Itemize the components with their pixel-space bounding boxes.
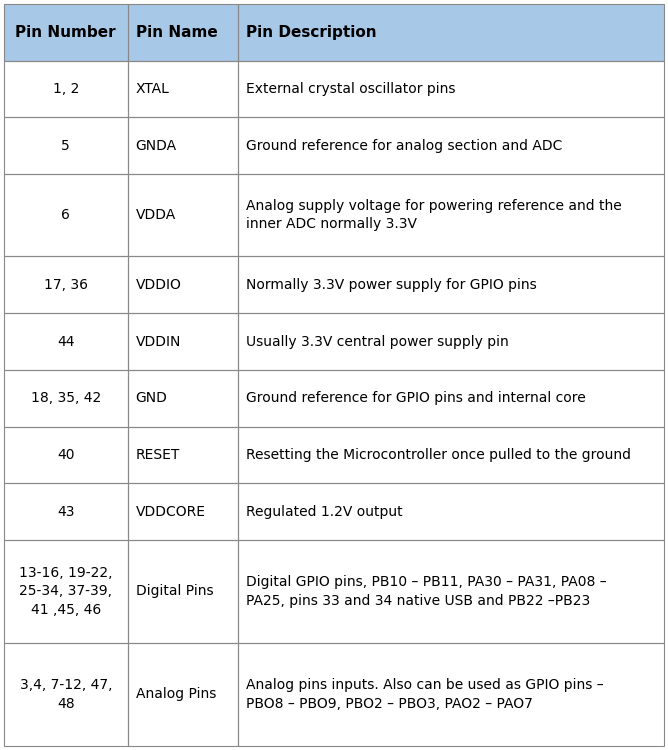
Bar xyxy=(238,370,664,427)
Bar xyxy=(128,256,238,313)
Bar xyxy=(238,174,664,256)
Bar xyxy=(238,427,664,483)
Bar xyxy=(128,61,238,117)
Bar xyxy=(4,540,128,643)
Bar xyxy=(4,4,128,61)
Bar xyxy=(238,256,664,313)
Bar xyxy=(128,174,238,256)
Bar xyxy=(238,643,664,746)
Text: XTAL: XTAL xyxy=(136,82,170,96)
Bar xyxy=(4,483,128,540)
Bar xyxy=(4,643,128,746)
Text: VDDA: VDDA xyxy=(136,209,176,222)
Text: Digital GPIO pins, PB10 – PB11, PA30 – PA31, PA08 –
PA25, pins 33 and 34 native : Digital GPIO pins, PB10 – PB11, PA30 – P… xyxy=(246,575,607,608)
Text: 18, 35, 42: 18, 35, 42 xyxy=(31,392,101,405)
Bar xyxy=(238,540,664,643)
Text: RESET: RESET xyxy=(136,448,180,462)
Bar xyxy=(128,117,238,174)
Bar xyxy=(4,370,128,427)
Text: 3,4, 7-12, 47,
48: 3,4, 7-12, 47, 48 xyxy=(19,678,112,711)
Bar xyxy=(238,61,664,117)
Bar xyxy=(4,370,128,427)
Text: GND: GND xyxy=(136,392,168,405)
Text: Usually 3.3V central power supply pin: Usually 3.3V central power supply pin xyxy=(246,334,509,349)
Bar xyxy=(238,427,664,483)
Bar xyxy=(238,256,664,313)
Bar xyxy=(4,117,128,174)
Text: 44: 44 xyxy=(57,334,75,349)
Text: Pin Name: Pin Name xyxy=(136,25,217,40)
Bar xyxy=(128,540,238,643)
Bar xyxy=(128,540,238,643)
Text: Digital Pins: Digital Pins xyxy=(136,584,213,598)
Bar xyxy=(4,643,128,746)
Text: Resetting the Microcontroller once pulled to the ground: Resetting the Microcontroller once pulle… xyxy=(246,448,631,462)
Text: Pin Number: Pin Number xyxy=(15,25,116,40)
Bar xyxy=(128,370,238,427)
Bar xyxy=(128,256,238,313)
Bar xyxy=(128,427,238,483)
Text: GNDA: GNDA xyxy=(136,139,176,153)
Bar xyxy=(238,370,664,427)
Bar xyxy=(128,643,238,746)
Bar xyxy=(4,174,128,256)
Text: Analog pins inputs. Also can be used as GPIO pins –
PBO8 – PBO9, PBO2 – PBO3, PA: Analog pins inputs. Also can be used as … xyxy=(246,678,604,711)
Bar xyxy=(128,314,238,370)
Bar xyxy=(128,4,238,61)
Bar xyxy=(4,483,128,540)
Bar xyxy=(238,314,664,370)
Bar xyxy=(128,643,238,746)
Bar xyxy=(128,427,238,483)
Bar xyxy=(238,174,664,256)
Bar xyxy=(128,483,238,540)
Text: External crystal oscillator pins: External crystal oscillator pins xyxy=(246,82,456,96)
Bar xyxy=(238,61,664,117)
Bar xyxy=(4,427,128,483)
Text: Regulated 1.2V output: Regulated 1.2V output xyxy=(246,505,403,518)
Text: Pin Description: Pin Description xyxy=(246,25,377,40)
Text: 5: 5 xyxy=(61,139,70,153)
Bar xyxy=(4,117,128,174)
Bar xyxy=(128,483,238,540)
Text: Ground reference for analog section and ADC: Ground reference for analog section and … xyxy=(246,139,562,153)
Bar xyxy=(4,314,128,370)
Bar xyxy=(128,117,238,174)
Text: 17, 36: 17, 36 xyxy=(43,278,88,292)
Text: Ground reference for GPIO pins and internal core: Ground reference for GPIO pins and inter… xyxy=(246,392,586,405)
Bar xyxy=(4,540,128,643)
Text: Normally 3.3V power supply for GPIO pins: Normally 3.3V power supply for GPIO pins xyxy=(246,278,537,292)
Bar xyxy=(4,427,128,483)
Bar xyxy=(238,643,664,746)
Bar xyxy=(238,117,664,174)
Bar xyxy=(4,61,128,117)
Text: 40: 40 xyxy=(57,448,75,462)
Bar xyxy=(4,256,128,313)
Text: VDDIN: VDDIN xyxy=(136,334,181,349)
Bar xyxy=(128,370,238,427)
Bar xyxy=(4,4,128,61)
Text: 1, 2: 1, 2 xyxy=(53,82,79,96)
Bar xyxy=(128,174,238,256)
Bar xyxy=(4,256,128,313)
Bar xyxy=(238,540,664,643)
Bar xyxy=(238,4,664,61)
Text: 43: 43 xyxy=(57,505,75,518)
Bar xyxy=(238,4,664,61)
Bar xyxy=(128,4,238,61)
Bar xyxy=(4,174,128,256)
Bar xyxy=(238,483,664,540)
Bar xyxy=(128,61,238,117)
Bar xyxy=(238,483,664,540)
Text: VDDCORE: VDDCORE xyxy=(136,505,206,518)
Bar xyxy=(4,61,128,117)
Text: 13-16, 19-22,
25-34, 37-39,
41 ,45, 46: 13-16, 19-22, 25-34, 37-39, 41 ,45, 46 xyxy=(19,566,112,616)
Bar xyxy=(4,314,128,370)
Text: Analog Pins: Analog Pins xyxy=(136,688,216,701)
Text: VDDIO: VDDIO xyxy=(136,278,182,292)
Bar xyxy=(128,314,238,370)
Text: Analog supply voltage for powering reference and the
inner ADC normally 3.3V: Analog supply voltage for powering refer… xyxy=(246,199,622,232)
Bar xyxy=(238,117,664,174)
Text: 6: 6 xyxy=(61,209,70,222)
Bar xyxy=(238,314,664,370)
